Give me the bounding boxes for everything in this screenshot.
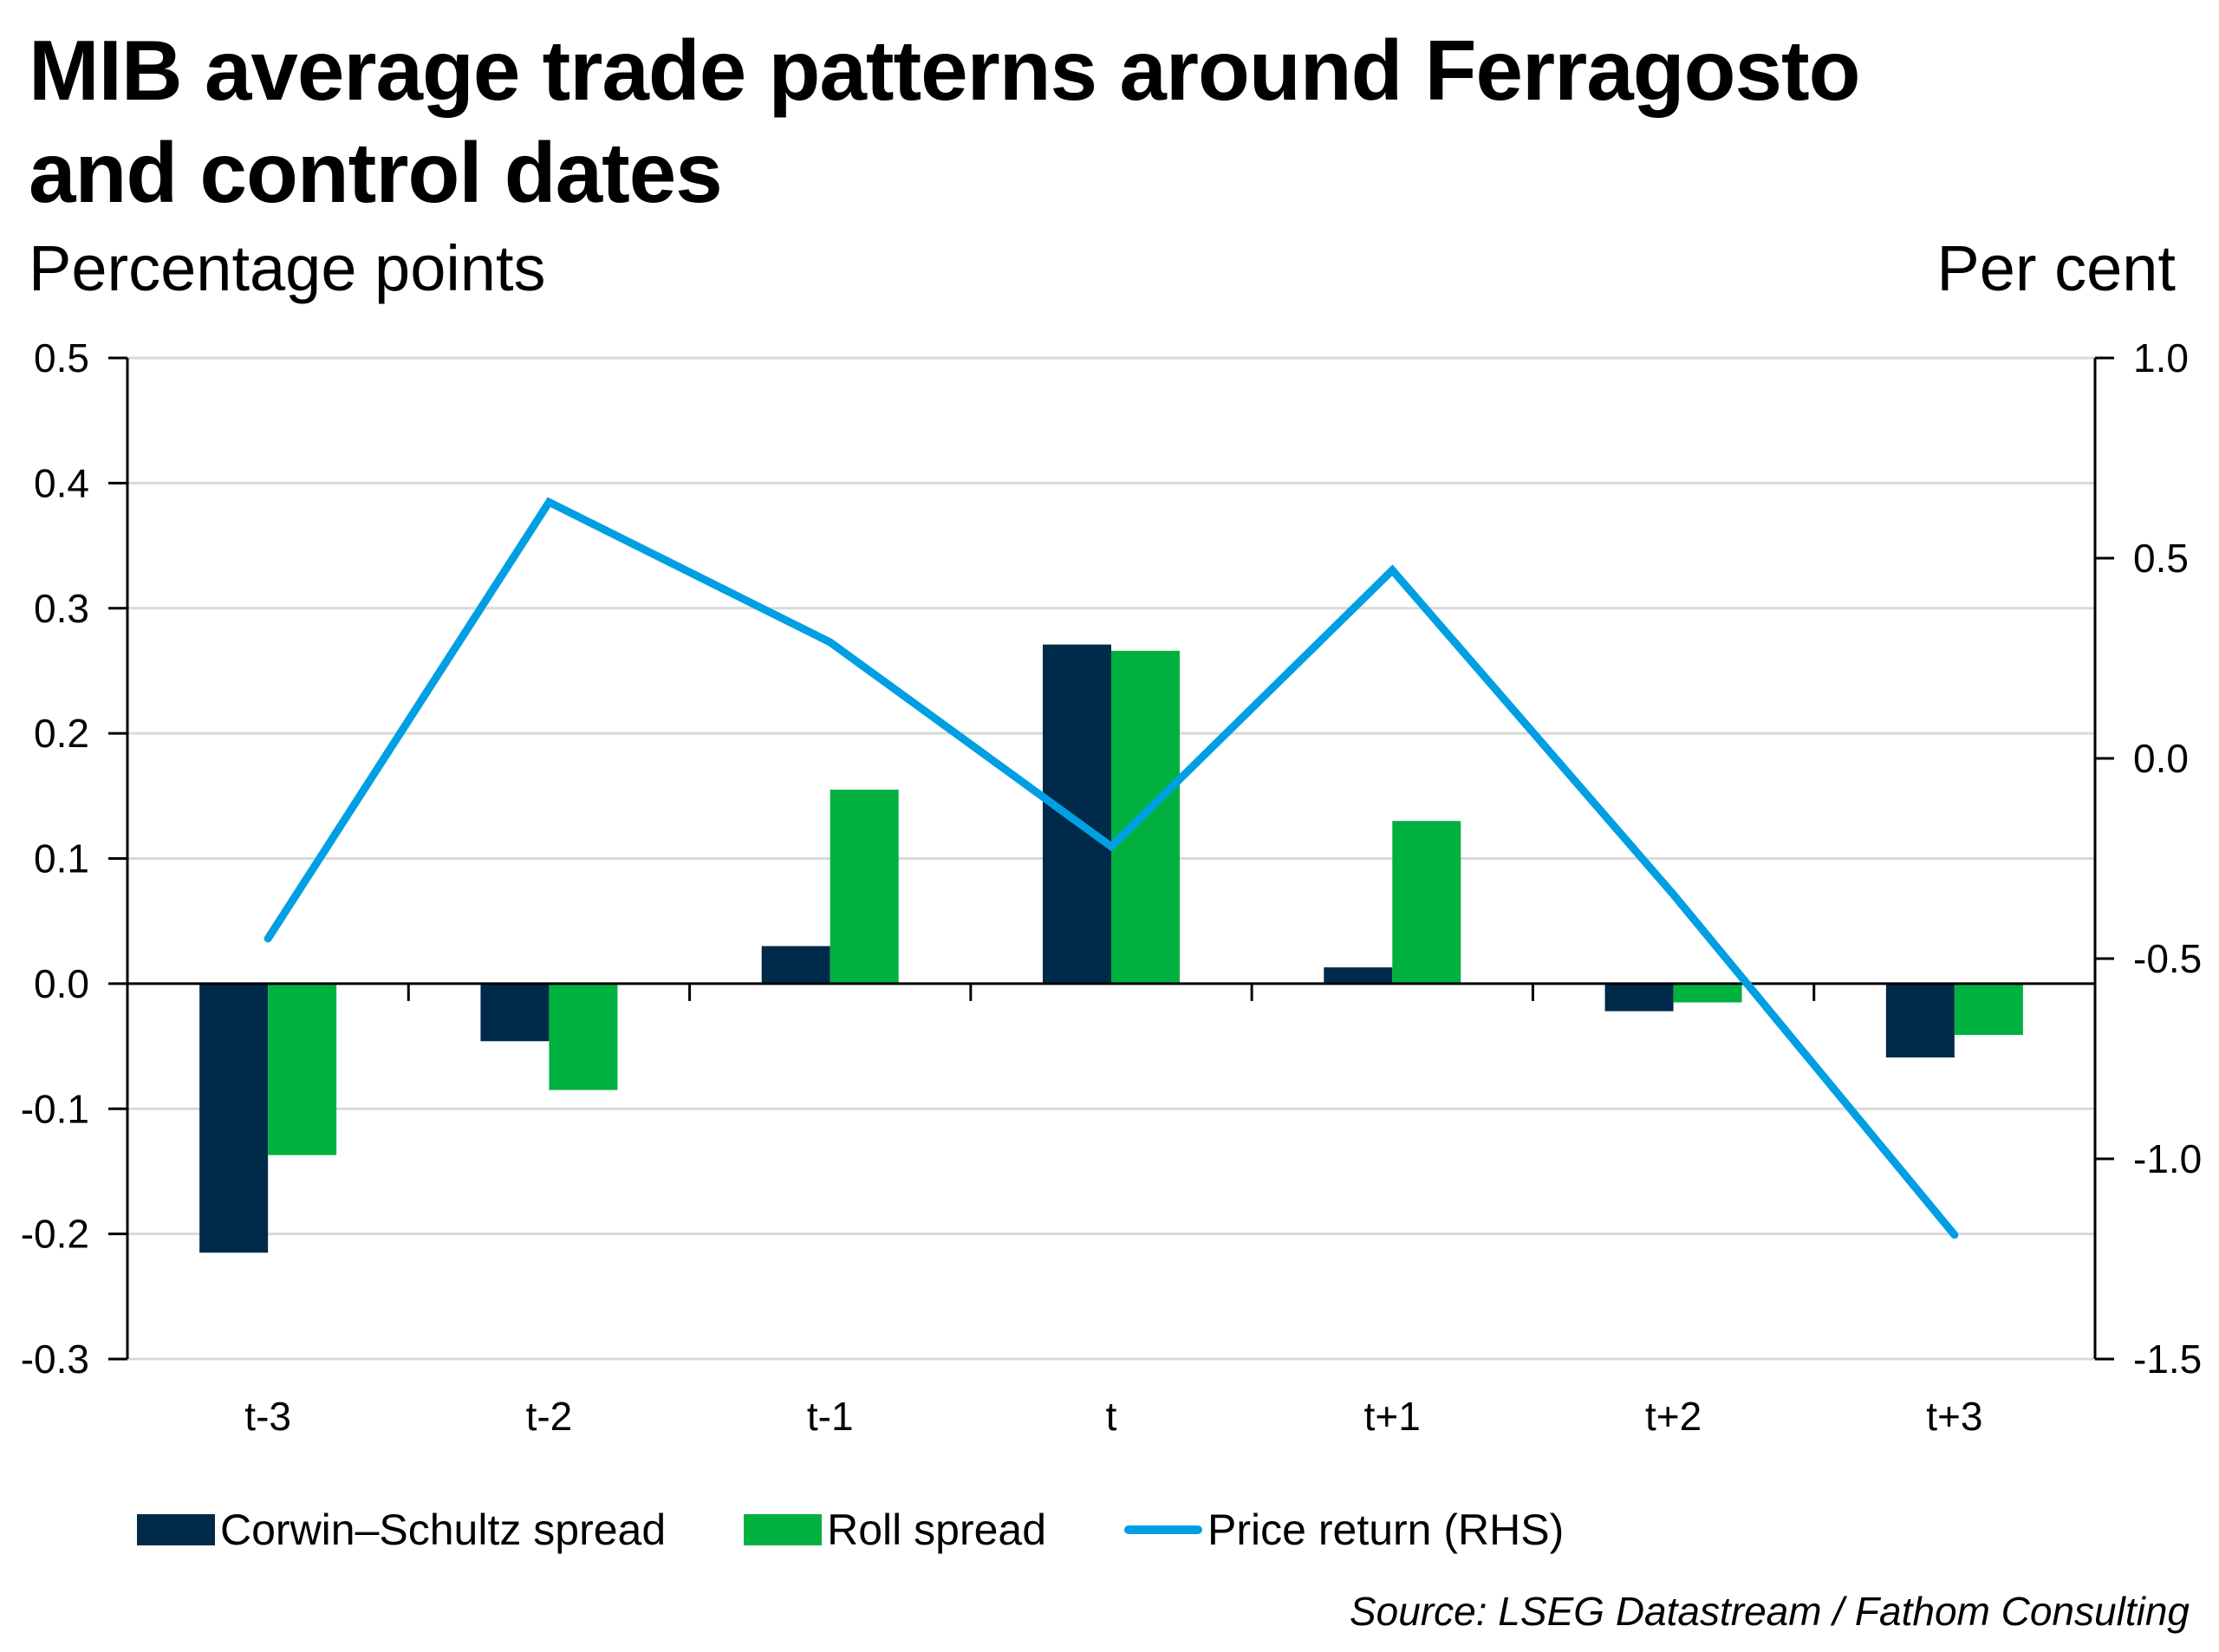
- right-axis-tick-label: 0.0: [2133, 736, 2189, 781]
- right-axis-unit-label: Per cent: [1936, 232, 2176, 304]
- right-axis-ticks: 1.0 0.5 0.0 -0.5 -1.0 -1.5: [2095, 335, 2202, 1382]
- bar-corwin-schultz: [480, 983, 550, 1042]
- left-axis-tick-label: 0.0: [34, 961, 89, 1006]
- bars: [199, 644, 2023, 1253]
- category-labels: t-3 t-2 t-1 t t+1 t+2 t+3: [244, 1394, 1982, 1439]
- bar-corwin-schultz: [761, 946, 830, 984]
- bar-corwin-schultz: [1604, 983, 1674, 1011]
- bar-corwin-schultz: [1043, 644, 1111, 984]
- category-label: t-3: [244, 1394, 291, 1439]
- bar-corwin-schultz: [1324, 967, 1393, 984]
- right-axis-tick-label: 1.0: [2133, 335, 2189, 380]
- legend-swatch-roll: [744, 1514, 823, 1545]
- source-note: Source: LSEG Datastream / Fathom Consult…: [1350, 1589, 2190, 1634]
- bar-roll: [268, 983, 337, 1155]
- legend-item-price-return: Price return (RHS): [1124, 1505, 1564, 1555]
- left-axis-tick-label: 0.1: [34, 836, 89, 881]
- left-axis-tick-label: -0.3: [21, 1337, 89, 1382]
- legend-label-roll: Roll spread: [827, 1506, 1047, 1554]
- category-label: t+2: [1645, 1394, 1702, 1439]
- left-axis-tick-label: 0.2: [34, 711, 89, 756]
- left-axis-ticks: 0.5 0.4 0.3 0.2 0.1 0.0 -0.1 -0.2 -0.3: [21, 335, 127, 1382]
- bar-roll: [1673, 983, 1742, 1003]
- left-axis-tick-label: -0.1: [21, 1086, 89, 1131]
- bar-roll: [1954, 983, 2023, 1036]
- legend-label-corwin-schultz: Corwin–Schultz spread: [220, 1506, 667, 1554]
- chart-title: MIB average trade patterns around Ferrag…: [29, 19, 1861, 224]
- legend-label-price-return: Price return (RHS): [1207, 1506, 1565, 1554]
- legend-swatch-corwin-schultz: [137, 1514, 215, 1545]
- left-axis-tick-label: 0.4: [34, 460, 89, 505]
- right-axis-tick-label: -0.5: [2133, 936, 2202, 981]
- legend-item-corwin-schultz: Corwin–Schultz spread: [137, 1505, 666, 1555]
- bar-roll: [1392, 821, 1461, 984]
- bar-corwin-schultz: [1885, 983, 1955, 1058]
- legend-swatch-price-return: [1124, 1525, 1203, 1534]
- left-axis-tick-label: -0.2: [21, 1212, 89, 1257]
- left-axis-unit-label: Percentage points: [29, 232, 546, 304]
- bar-roll: [549, 983, 618, 1090]
- left-axis-tick-label: 0.5: [34, 335, 89, 380]
- category-label: t+3: [1926, 1394, 1982, 1439]
- legend: Corwin–Schultz spread Roll spread Price …: [137, 1499, 1642, 1560]
- category-label: t: [1106, 1394, 1117, 1439]
- category-label: t-1: [807, 1394, 854, 1439]
- left-axis-tick-label: 0.3: [34, 586, 89, 631]
- right-axis-tick-label: 0.5: [2133, 536, 2189, 581]
- right-axis-tick-label: -1.0: [2133, 1136, 2202, 1181]
- category-label: t+1: [1364, 1394, 1421, 1439]
- bar-roll: [830, 790, 899, 984]
- legend-item-roll: Roll spread: [744, 1505, 1046, 1555]
- right-axis-tick-label: -1.5: [2133, 1337, 2202, 1382]
- bar-corwin-schultz: [199, 983, 269, 1253]
- category-label: t-2: [526, 1394, 573, 1439]
- price-return-series: [264, 497, 1959, 1239]
- chart-title-line-1: MIB average trade patterns around Ferrag…: [29, 23, 1861, 118]
- chart-title-line-2: and control dates: [29, 125, 723, 220]
